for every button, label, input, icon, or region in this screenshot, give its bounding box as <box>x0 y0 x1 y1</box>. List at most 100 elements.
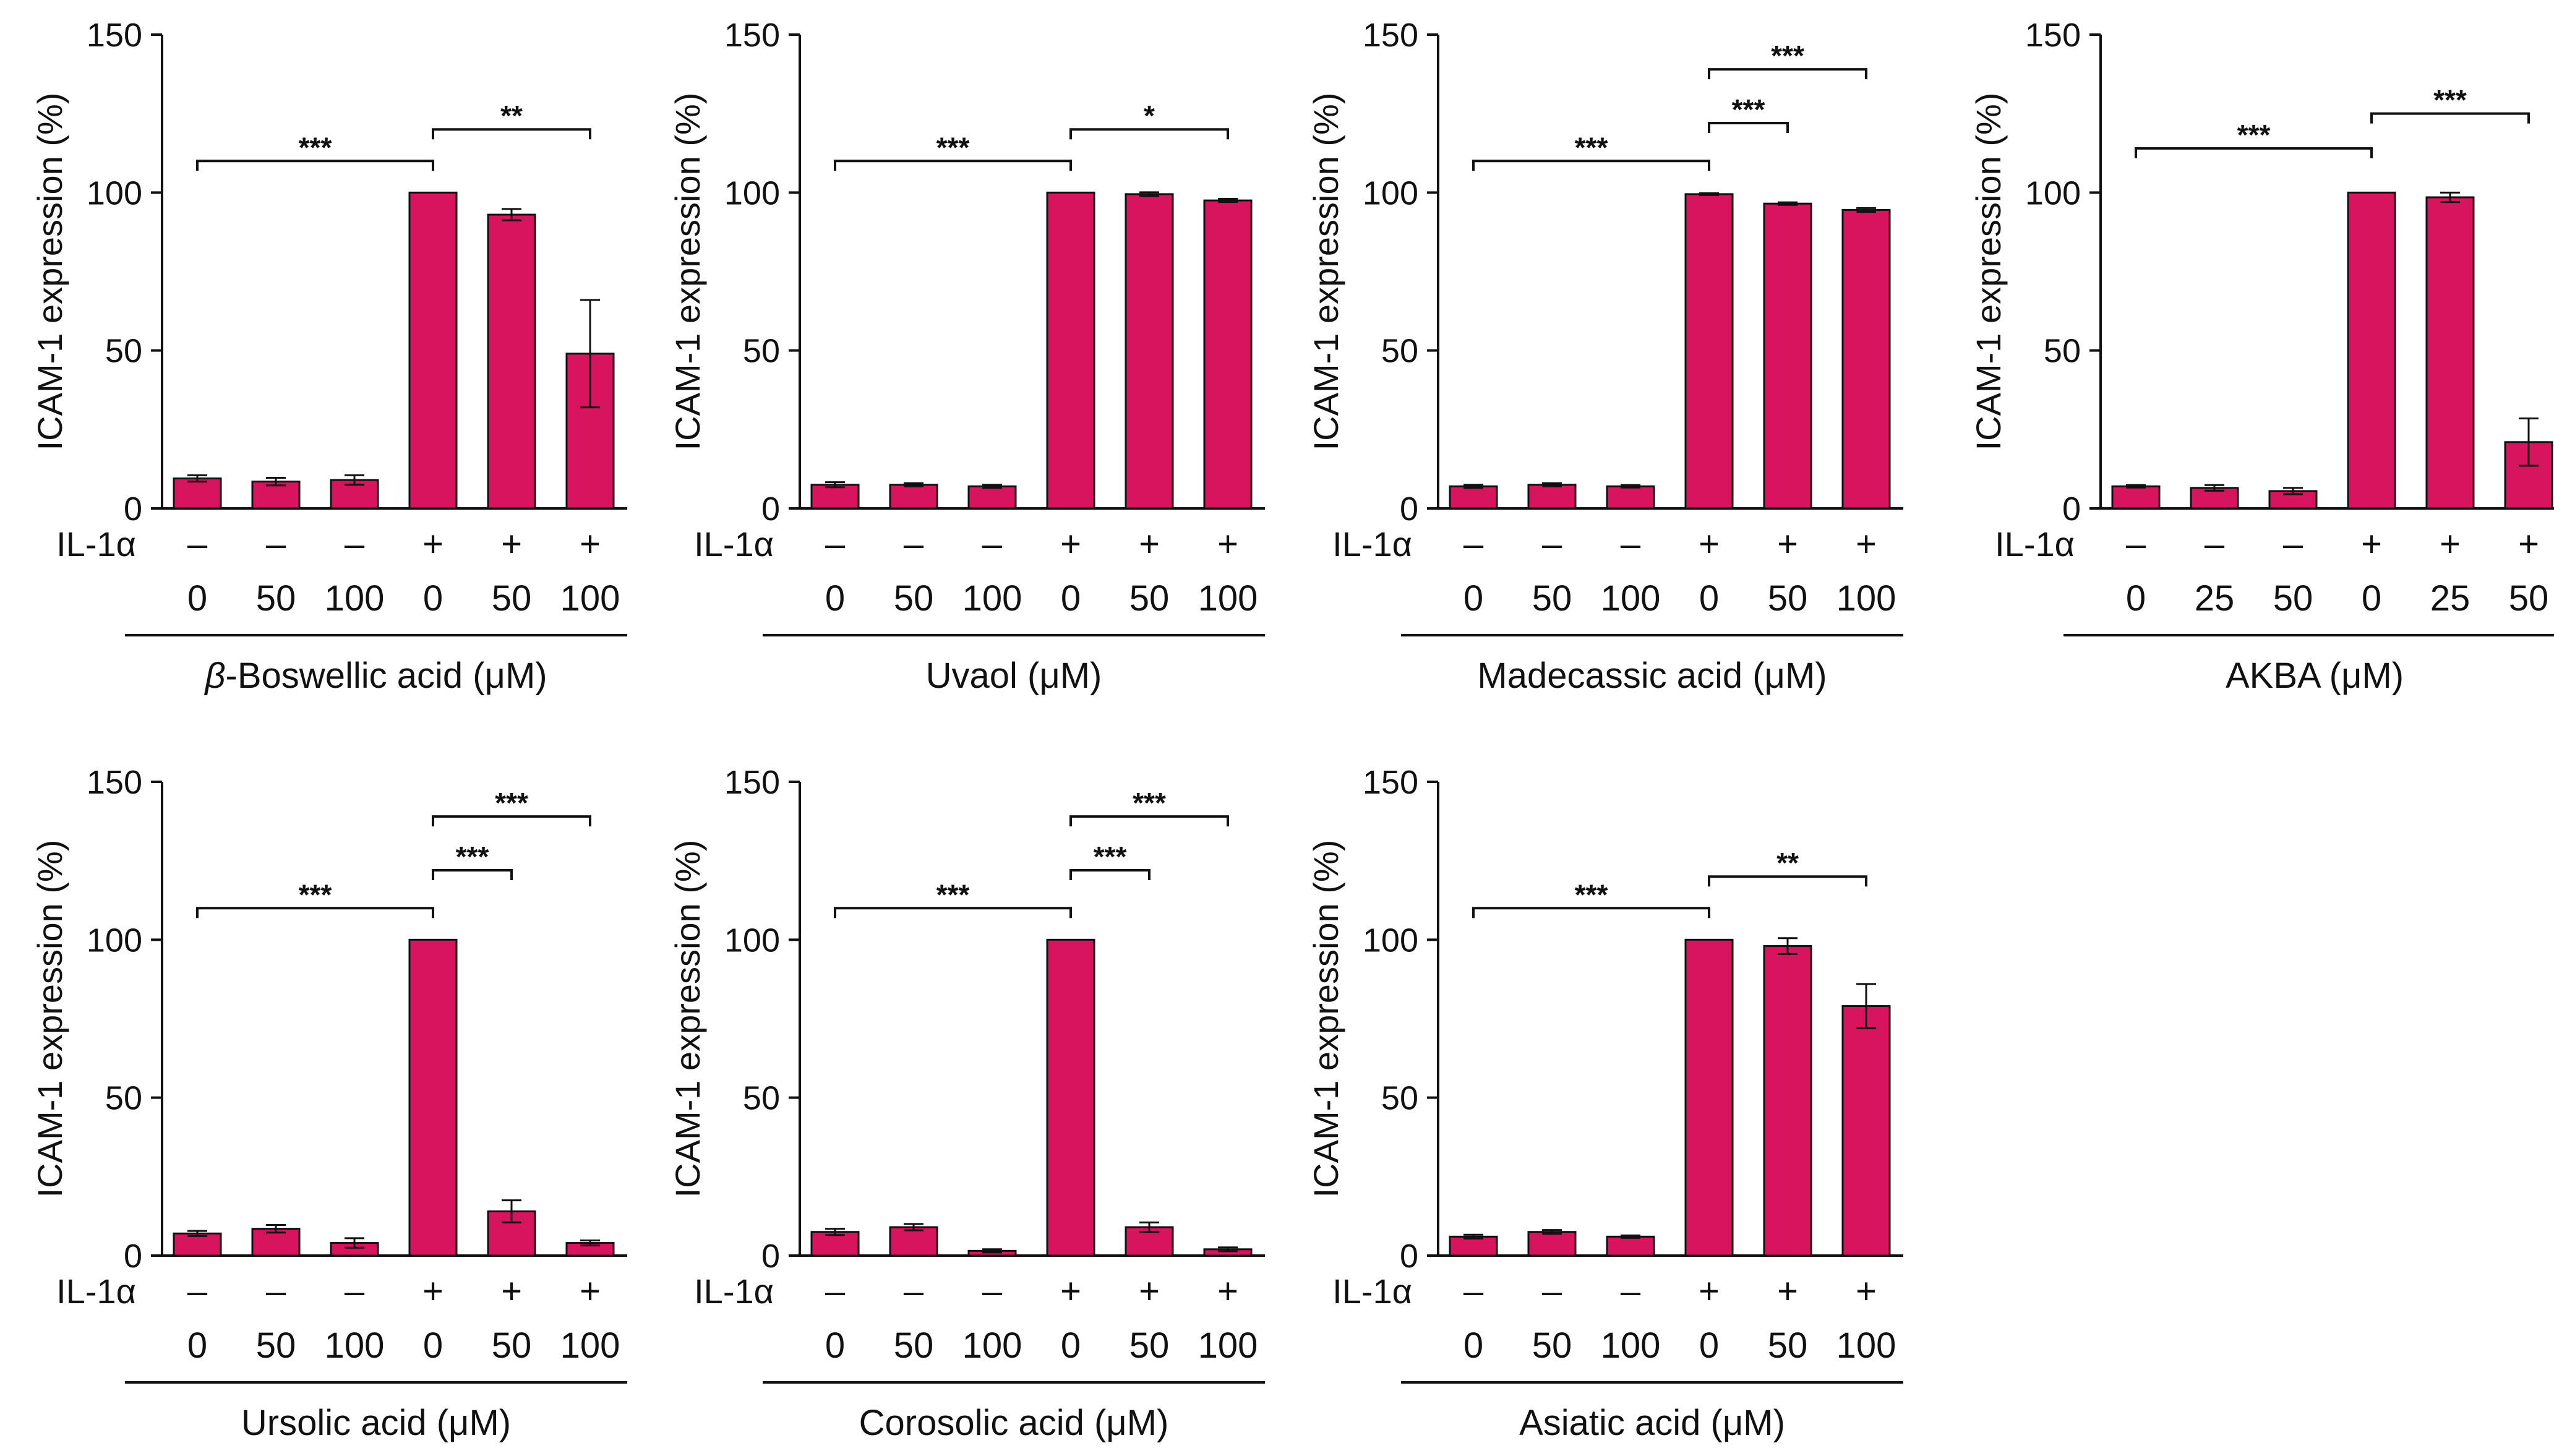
y-tick-label: 0 <box>761 490 780 528</box>
significance-bracket <box>432 868 513 880</box>
concentration-label: 50 <box>492 1325 532 1366</box>
il-1a-condition: – <box>1463 1271 1484 1311</box>
il-1a-condition: – <box>825 524 846 564</box>
bar-4 <box>408 191 458 510</box>
concentration-label: 0 <box>1699 1325 1719 1366</box>
bar-2 <box>1527 1231 1577 1257</box>
y-tick-label: 100 <box>87 174 142 212</box>
bar-4 <box>1684 193 1734 510</box>
bar-1 <box>173 1232 222 1257</box>
x-axis-title-rest: -Boswellic acid (μM) <box>226 656 547 696</box>
y-tick-label: 0 <box>1400 1238 1418 1275</box>
concentration-label: 100 <box>325 1325 385 1366</box>
concentration-label: 50 <box>1129 578 1170 619</box>
bar-5 <box>1763 202 1812 510</box>
concentration-label: 50 <box>256 578 296 619</box>
concentration-label: 0 <box>825 1325 845 1366</box>
bar-3 <box>967 485 1017 510</box>
il-1a-label: IL-1α <box>1332 525 1412 563</box>
y-axis-title: ICAM-1 expression (%) <box>30 840 69 1198</box>
significance-bracket <box>2370 112 2530 124</box>
concentration-label: 100 <box>1198 1325 1258 1366</box>
significance-label: *** <box>495 787 528 819</box>
il-1a-condition: – <box>1621 524 1641 564</box>
significance-label: *** <box>2237 119 2271 151</box>
il-1a-condition: + <box>1856 1271 1877 1311</box>
concentration-label: 0 <box>1463 578 1483 619</box>
il-1a-label: IL-1α <box>56 1272 136 1311</box>
il-1a-condition: + <box>580 524 601 564</box>
y-tick-label: 100 <box>724 922 780 959</box>
concentration-label: 100 <box>1601 578 1661 619</box>
significance-label: *** <box>2433 84 2467 116</box>
bar-1 <box>1449 485 1498 510</box>
concentration-label: 100 <box>560 578 620 619</box>
concentration-label: 50 <box>1532 578 1572 619</box>
il-1a-condition: + <box>2440 524 2461 564</box>
concentration-label: 0 <box>187 578 207 619</box>
significance-bracket <box>432 815 591 827</box>
il-1a-condition: + <box>422 1271 444 1311</box>
concentration-label: 25 <box>2195 578 2235 619</box>
y-tick-label: 0 <box>124 1238 142 1275</box>
il-1a-condition: + <box>1699 524 1720 564</box>
concentration-label: 100 <box>1836 1325 1896 1366</box>
il-1a-condition: + <box>1139 1271 1160 1311</box>
y-tick-label: 0 <box>761 1238 780 1275</box>
bar-4 <box>408 938 458 1257</box>
significance-bracket <box>1708 875 1867 887</box>
concentration-label: 100 <box>1836 578 1896 619</box>
y-tick-label: 50 <box>743 1080 780 1117</box>
y-tick-label: 50 <box>1381 333 1418 370</box>
significance-bracket <box>196 907 434 919</box>
significance-bracket <box>1472 907 1710 919</box>
il-1a-condition: – <box>2283 524 2303 564</box>
concentration-label: 0 <box>2362 578 2381 619</box>
y-tick-label: 150 <box>2025 17 2081 54</box>
il-1a-condition: + <box>1217 1271 1238 1311</box>
il-1a-label: IL-1α <box>56 525 136 563</box>
y-tick-label: 50 <box>105 1080 142 1117</box>
il-1a-condition: + <box>1777 1271 1798 1311</box>
concentration-label: 0 <box>1061 578 1081 619</box>
y-tick-label: 0 <box>2062 490 2081 528</box>
y-tick-label: 50 <box>1381 1080 1418 1117</box>
y-tick-label: 150 <box>87 764 142 801</box>
il-1a-condition: – <box>187 1271 208 1311</box>
il-1a-condition: + <box>1699 1271 1720 1311</box>
il-1a-condition: – <box>904 1271 924 1311</box>
bar-3 <box>1606 485 1655 510</box>
significance-bracket <box>1708 68 1867 80</box>
concentration-label: 0 <box>825 578 845 619</box>
y-tick-label: 150 <box>1363 17 1418 54</box>
il-1a-condition: + <box>1856 524 1877 564</box>
concentration-label: 0 <box>2126 578 2146 619</box>
bar-2 <box>1527 484 1577 510</box>
y-axis-title: ICAM-1 expression (%) <box>668 93 707 451</box>
significance-bracket <box>1069 128 1229 140</box>
significance-label: *** <box>1575 131 1608 163</box>
il-1a-condition: – <box>266 524 286 564</box>
y-tick-label: 100 <box>724 174 780 212</box>
concentration-label: 0 <box>423 578 443 619</box>
il-1a-condition: – <box>1542 524 1562 564</box>
concentration-label: 0 <box>1463 1325 1483 1366</box>
significance-label: *** <box>936 131 970 163</box>
bar-1 <box>173 477 222 510</box>
chart-panel-4: 0 50 100 150 ICAM-1 expression (%) *** *** IL-1… <box>1969 17 2554 696</box>
il-1a-condition: + <box>2518 524 2539 564</box>
bar-5 <box>2425 196 2475 510</box>
il-1a-condition: – <box>825 1271 846 1311</box>
il-1a-condition: – <box>1463 524 1484 564</box>
bar-5 <box>487 213 536 510</box>
significance-bracket <box>2135 147 2373 158</box>
y-tick-label: 100 <box>87 922 142 959</box>
significance-label: *** <box>1094 841 1127 873</box>
il-1a-condition: – <box>345 524 365 564</box>
significance-label: *** <box>299 131 332 163</box>
il-1a-label: IL-1α <box>694 525 774 563</box>
concentration-label: 50 <box>2509 578 2549 619</box>
